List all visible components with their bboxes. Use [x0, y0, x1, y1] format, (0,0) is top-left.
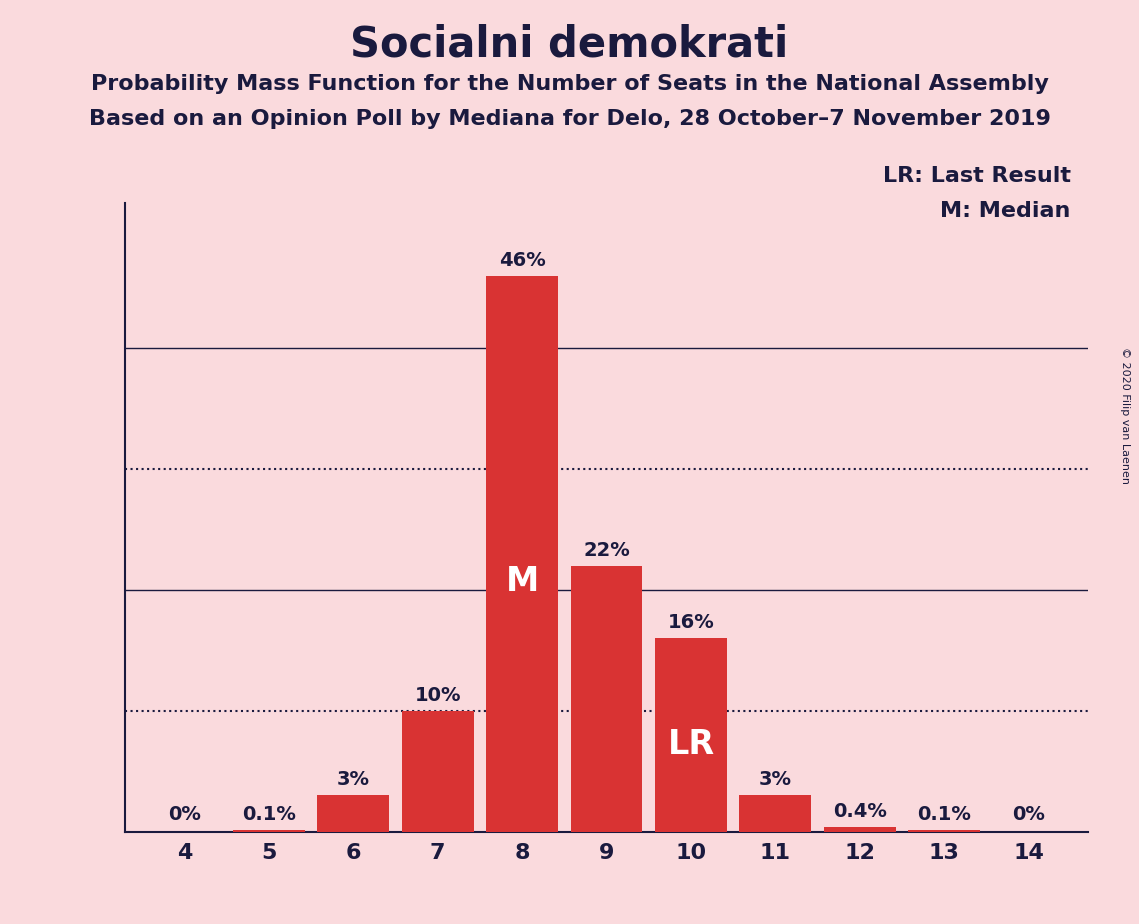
- Bar: [486, 275, 558, 832]
- Text: M: Median: M: Median: [941, 201, 1071, 222]
- Text: 10%: 10%: [415, 686, 461, 705]
- Text: Socialni demokrati: Socialni demokrati: [351, 23, 788, 65]
- Bar: [655, 638, 727, 832]
- Text: Probability Mass Function for the Number of Seats in the National Assembly: Probability Mass Function for the Number…: [91, 74, 1048, 94]
- Bar: [908, 831, 980, 832]
- Text: 22%: 22%: [583, 541, 630, 560]
- Bar: [823, 827, 895, 832]
- Text: LR: LR: [667, 728, 714, 761]
- Text: 0.1%: 0.1%: [917, 806, 972, 824]
- Text: Based on an Opinion Poll by Mediana for Delo, 28 October–7 November 2019: Based on an Opinion Poll by Mediana for …: [89, 109, 1050, 129]
- Bar: [402, 711, 474, 832]
- Text: 3%: 3%: [759, 771, 792, 789]
- Text: 0%: 0%: [1013, 806, 1046, 824]
- Text: 0.1%: 0.1%: [241, 806, 296, 824]
- Bar: [739, 796, 811, 832]
- Bar: [233, 831, 305, 832]
- Text: 16%: 16%: [667, 614, 714, 632]
- Text: LR: Last Result: LR: Last Result: [883, 166, 1071, 187]
- Bar: [318, 796, 390, 832]
- Text: © 2020 Filip van Laenen: © 2020 Filip van Laenen: [1121, 347, 1130, 484]
- Text: 0.4%: 0.4%: [833, 802, 887, 821]
- Text: M: M: [506, 565, 539, 598]
- Text: 0%: 0%: [167, 806, 200, 824]
- Text: 46%: 46%: [499, 250, 546, 270]
- Bar: [571, 565, 642, 832]
- Text: 3%: 3%: [337, 771, 370, 789]
